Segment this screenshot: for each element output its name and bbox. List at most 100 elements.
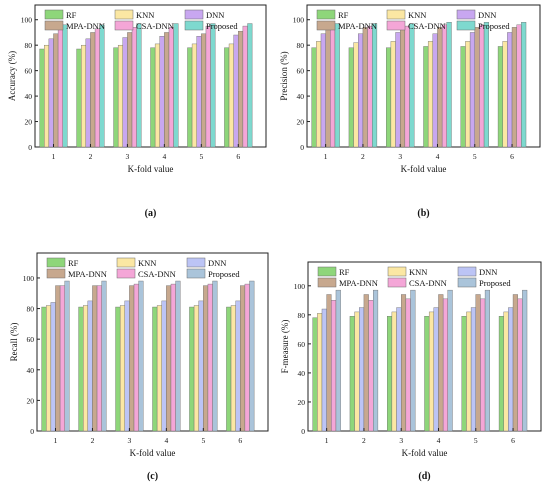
bar-csa-dnn: [168, 27, 174, 148]
x-tick-label: 6: [511, 436, 515, 445]
bar-rf: [39, 48, 45, 148]
bar-mpa-dnn: [325, 27, 331, 148]
bar-dnn: [470, 307, 476, 432]
legend-label: KNN: [138, 258, 156, 268]
bar-rf: [461, 316, 467, 432]
legend-swatch: [387, 277, 407, 288]
x-tick-label: 4: [164, 436, 168, 445]
bar-proposed: [522, 289, 528, 432]
x-tick-label: 6: [510, 152, 514, 161]
bar-proposed: [138, 280, 144, 432]
bar-knn: [44, 44, 50, 148]
bar-knn: [228, 43, 234, 148]
legend-label: Proposed: [208, 269, 240, 279]
y-tick-label: 100: [294, 282, 306, 291]
legend-swatch: [46, 268, 66, 279]
bar-csa-dnn: [516, 24, 522, 148]
bar-rf: [349, 316, 355, 432]
bar-rf: [460, 46, 466, 148]
bar-dnn: [433, 307, 439, 432]
bar-mpa-dnn: [474, 27, 480, 148]
bar-rf: [76, 48, 82, 148]
y-axis-label: F-measure (%): [280, 320, 290, 374]
x-tick-label: 3: [128, 436, 132, 445]
bar-knn: [191, 43, 197, 148]
bar-csa-dnn: [480, 298, 486, 432]
x-tick-label: 2: [362, 436, 366, 445]
x-tick-label: 1: [52, 152, 56, 161]
legend-label: RF: [68, 258, 79, 268]
y-tick-label: 0: [30, 427, 34, 436]
bar-csa-dnn: [330, 25, 336, 148]
bar-dnn: [235, 300, 241, 432]
bar-dnn: [432, 33, 438, 148]
bar-dnn: [196, 36, 202, 148]
bar-rf: [348, 47, 354, 148]
bar-mpa-dnn: [53, 33, 59, 148]
legend-swatch: [46, 257, 66, 268]
bar-dnn: [359, 307, 365, 432]
legend-swatch: [114, 9, 134, 20]
bar-proposed: [521, 22, 527, 148]
bar-proposed: [372, 23, 378, 148]
bar-knn: [316, 41, 322, 148]
bar-dnn: [396, 307, 402, 432]
bar-mpa-dnn: [240, 285, 246, 432]
legend-swatch: [456, 20, 476, 31]
bar-csa-dnn: [368, 300, 374, 432]
bar-rf: [152, 306, 158, 432]
bar-mpa-dnn: [438, 294, 444, 432]
bar-proposed: [62, 24, 68, 148]
panel-c: 0 20 40 60 80 100 1 2 3 4 5 6 K-fold value Recall (%)…: [9, 252, 269, 482]
bar-dnn: [48, 38, 54, 148]
legend-label: CSA-DNN: [408, 21, 446, 31]
bar-dnn: [233, 34, 239, 148]
panel-caption: (a): [145, 208, 157, 219]
x-tick-label: 5: [473, 152, 477, 161]
bar-proposed: [175, 280, 181, 432]
bar-rf: [115, 306, 121, 432]
bar-mpa-dnn: [512, 294, 518, 432]
bar-knn: [117, 44, 123, 148]
y-tick-label: 40: [27, 366, 35, 375]
bar-dnn: [320, 33, 326, 148]
bar-csa-dnn: [517, 298, 523, 432]
y-tick-label: 100: [21, 16, 33, 25]
legend-label: KNN: [409, 267, 427, 277]
y-tick-label: 80: [297, 41, 305, 50]
bar-dnn: [321, 308, 327, 432]
legend-swatch: [457, 277, 477, 288]
bar-proposed: [447, 289, 453, 432]
legend-label: DNN: [208, 258, 226, 268]
y-tick-label: 80: [27, 305, 35, 314]
bar-dnn: [395, 32, 401, 148]
bar-proposed: [136, 23, 142, 148]
legend-label: RF: [339, 267, 350, 277]
bar-rf: [497, 46, 503, 148]
bar-proposed: [210, 23, 216, 148]
y-tick-label: 80: [298, 311, 306, 320]
x-tick-label: 1: [324, 152, 328, 161]
x-tick-label: 6: [238, 436, 242, 445]
bar-knn: [466, 311, 472, 432]
y-tick-label: 20: [297, 118, 305, 127]
bar-csa-dnn: [404, 25, 410, 148]
y-axis-label: Recall (%): [9, 323, 19, 362]
bar-knn: [502, 41, 508, 148]
legend-label: RF: [338, 10, 349, 20]
x-tick-label: 2: [361, 152, 365, 161]
bar-csa-dnn: [331, 300, 337, 432]
bar-mpa-dnn: [326, 294, 332, 432]
legend-swatch: [186, 257, 206, 268]
x-tick-label: 4: [436, 152, 440, 161]
bar-mpa-dnn: [201, 33, 207, 148]
bar-csa-dnn: [131, 27, 137, 148]
x-axis-label: K-fold value: [402, 448, 448, 458]
legend-swatch: [44, 9, 64, 20]
legend-swatch: [317, 266, 337, 277]
bar-dnn: [87, 300, 93, 432]
legend-label: MPA-DNN: [68, 269, 107, 279]
bar-rf: [187, 47, 193, 148]
bar-dnn: [507, 32, 513, 148]
x-tick-label: 1: [54, 436, 58, 445]
